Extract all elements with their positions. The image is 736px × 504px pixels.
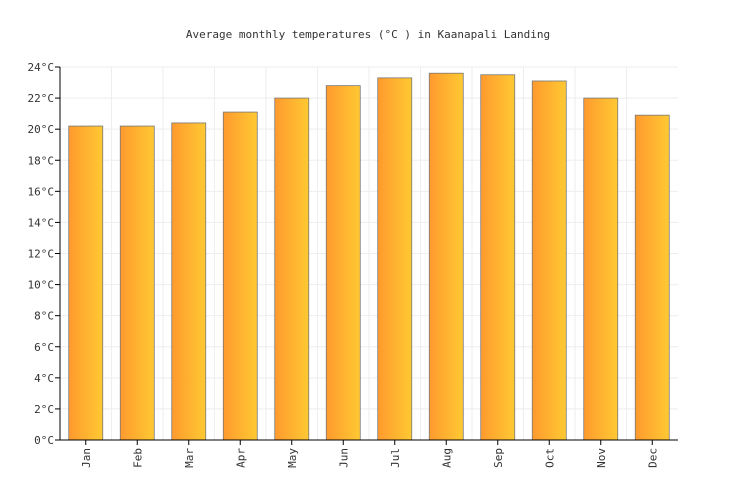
x-tick-label: Jan [80,448,93,468]
bar-may [274,97,310,441]
x-tick-label: Apr [234,448,247,468]
y-tick-label: 2°C [34,403,54,416]
x-tick-label: Jun [337,448,350,468]
bar-jun [325,85,361,441]
y-tick-label: 0°C [34,434,54,447]
bar-jul [377,77,413,441]
y-tick-label: 10°C [28,279,55,292]
y-tick-label: 6°C [34,341,54,354]
bar-sep [480,74,516,441]
bar-jan [68,125,104,441]
x-tick-label: Feb [131,448,144,468]
x-tick-label: May [286,448,299,468]
bar-aug [428,72,464,441]
axes-layer [55,66,678,445]
y-tick-label: 22°C [28,92,55,105]
x-tick-label: Oct [543,448,556,468]
bar-nov [583,97,619,441]
bars-layer [68,72,670,441]
bar-mar [171,122,207,441]
x-tick-label: Sep [492,448,505,468]
y-tick-label: 20°C [28,123,55,136]
bar-apr [222,111,258,441]
y-tick-label: 18°C [28,154,55,167]
bar-feb [119,125,155,441]
x-tick-label: Jul [389,448,402,468]
y-tick-label: 24°C [28,61,55,74]
bar-dec [634,114,670,441]
x-tick-label: Aug [440,448,453,468]
bar-oct [531,80,567,441]
y-tick-label: 8°C [34,310,54,323]
chart-title: Average monthly temperatures (°C ) in Ka… [186,28,550,41]
x-tick-label: Mar [183,448,196,468]
y-tick-label: 14°C [28,216,55,229]
x-tick-label: Dec [646,448,659,468]
y-tick-label: 4°C [34,372,54,385]
grid-layer [60,66,678,440]
y-tick-label: 16°C [28,185,55,198]
tick-labels: 0°C 2°C 4°C 6°C 8°C 10°C 12°C 14°C 16°C 18°C 20°C 2… [28,61,660,468]
y-tick-label: 12°C [28,248,55,261]
x-tick-label: Nov [595,448,608,468]
